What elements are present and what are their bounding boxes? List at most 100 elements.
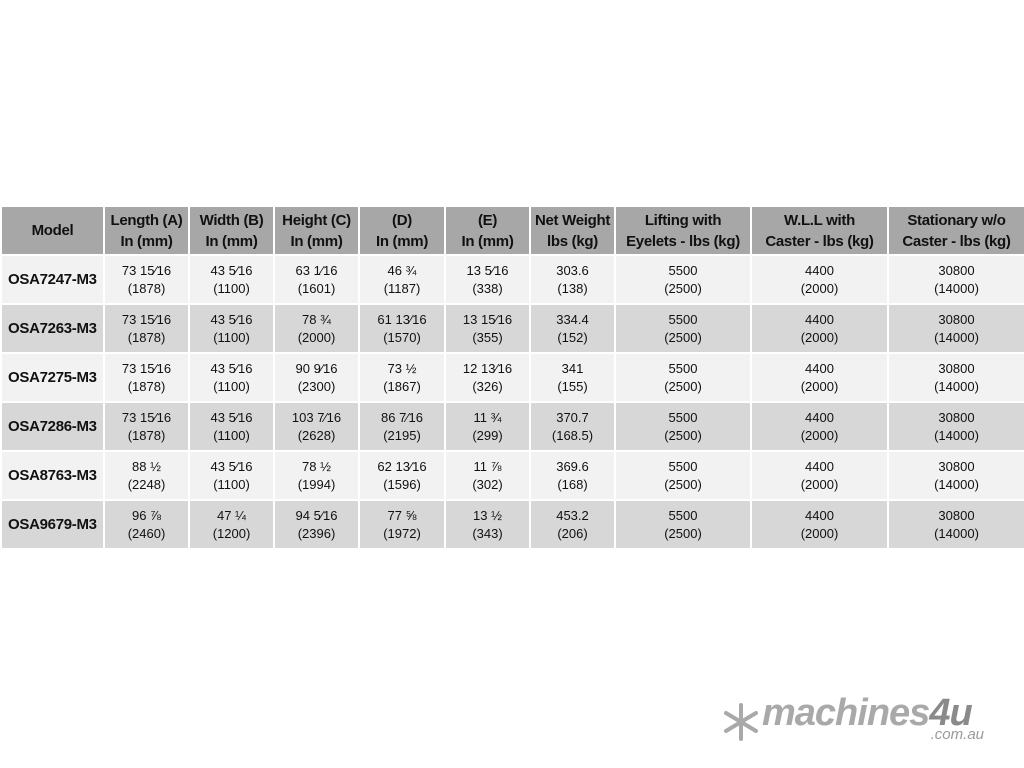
value-cell: 73 15⁄16 (1878) [103, 352, 190, 403]
metric-value: (1200) [212, 525, 251, 541]
value-cell: 5500 (2500) [614, 254, 752, 305]
metric-value: (152) [557, 329, 588, 345]
imperial-value: 4400 [805, 409, 834, 425]
imperial-value: 46 ¾ [387, 262, 417, 278]
value-cell: 453.2 (206) [529, 499, 616, 550]
metric-value: (2460) [127, 525, 166, 541]
value-cell: 30800 (14000) [887, 450, 1024, 501]
spec-table: Model Length (A) In (mm) Width (B) In (mm) He… [0, 205, 1024, 550]
header-text: lbs (kg) [547, 232, 598, 250]
imperial-value: 5500 [668, 360, 698, 376]
imperial-value: 4400 [805, 360, 834, 376]
value-cell: 43 5⁄16 (1100) [188, 401, 275, 452]
imperial-value: 43 5⁄16 [210, 262, 253, 278]
value-cell: 43 5⁄16 (1100) [188, 254, 275, 305]
metric-value: (155) [557, 378, 588, 394]
metric-value: (2500) [664, 525, 702, 541]
value-cell: 11 ⅞ (302) [444, 450, 531, 501]
imperial-value: 63 1⁄16 [295, 262, 338, 278]
imperial-value: 62 13⁄16 [377, 458, 427, 474]
imperial-value: 73 15⁄16 [121, 262, 172, 278]
metric-value: (2000) [800, 525, 839, 541]
metric-value: (2195) [383, 427, 421, 443]
header-text: Model [31, 222, 74, 239]
imperial-value: 77 ⅝ [387, 507, 417, 523]
value-cell: 5500 (2500) [614, 352, 752, 403]
imperial-value: 30800 [938, 409, 975, 425]
value-cell: 4400 (2000) [750, 254, 889, 305]
imperial-value: 30800 [938, 262, 975, 278]
imperial-value: 11 ¾ [473, 409, 502, 425]
value-cell: 78 ¾ (2000) [273, 303, 360, 354]
imperial-value: 5500 [668, 311, 698, 327]
imperial-value: 78 ½ [302, 458, 331, 474]
imperial-value: 4400 [805, 262, 834, 278]
metric-value: (2000) [800, 329, 839, 345]
value-cell: 13 15⁄16 (355) [444, 303, 531, 354]
imperial-value: 73 ½ [387, 360, 417, 376]
metric-value: (1570) [383, 329, 421, 345]
value-cell: 30800 (14000) [887, 254, 1024, 305]
metric-value: (2500) [664, 329, 702, 345]
imperial-value: 30800 [938, 458, 975, 474]
model-cell: OSA7263-M3 [0, 303, 105, 354]
table-row: OSA7275-M3 73 15⁄16 (1878) 43 5⁄16 (1100) 90 … [0, 352, 1024, 403]
imperial-value: 370.7 [556, 409, 589, 425]
value-cell: 13 ½ (343) [444, 499, 531, 550]
imperial-value: 12 13⁄16 [462, 360, 513, 376]
metric-value: (2000) [800, 476, 839, 492]
column-header: Height (C) In (mm) [273, 205, 360, 256]
value-cell: 73 15⁄16 (1878) [103, 303, 190, 354]
metric-value: (1100) [213, 280, 250, 296]
column-header: Lifting with Eyelets - lbs (kg) [614, 205, 752, 256]
header-text: Height (C) [282, 211, 351, 229]
imperial-value: 94 5⁄16 [295, 507, 338, 523]
value-cell: 369.6 (168) [529, 450, 616, 501]
value-cell: 5500 (2500) [614, 401, 752, 452]
table-row: OSA7263-M3 73 15⁄16 (1878) 43 5⁄16 (1100) 78 … [0, 303, 1024, 354]
metric-value: (1878) [127, 329, 166, 345]
value-cell: 11 ¾ (299) [444, 401, 531, 452]
header-text: Stationary w/o [907, 211, 1006, 229]
table-row: OSA7247-M3 73 15⁄16 (1878) 43 5⁄16 (1100) 63 … [0, 254, 1024, 305]
imperial-value: 13 15⁄16 [462, 311, 513, 327]
metric-value: (1878) [127, 427, 166, 443]
metric-value: (14000) [934, 476, 979, 492]
metric-value: (14000) [934, 427, 979, 443]
value-cell: 96 ⅞ (2460) [103, 499, 190, 550]
imperial-value: 43 5⁄16 [210, 458, 253, 474]
imperial-value: 43 5⁄16 [210, 360, 253, 376]
header-text: Net Weight [534, 211, 611, 229]
metric-value: (2248) [127, 476, 166, 492]
metric-value: (299) [472, 427, 503, 443]
header-text: Width (B) [199, 211, 264, 229]
column-header: Length (A) In (mm) [103, 205, 190, 256]
imperial-value: 341 [561, 360, 584, 376]
value-cell: 90 9⁄16 (2300) [273, 352, 360, 403]
metric-value: (2500) [664, 427, 702, 443]
value-cell: 341 (155) [529, 352, 616, 403]
metric-value: (14000) [934, 525, 979, 541]
metric-value: (1972) [383, 525, 421, 541]
imperial-value: 11 ⅞ [473, 458, 502, 474]
imperial-value: 96 ⅞ [132, 507, 161, 523]
logo-word: machines [762, 692, 930, 734]
value-cell: 43 5⁄16 (1100) [188, 352, 275, 403]
header-text: Caster - lbs (kg) [765, 232, 874, 250]
header-text: Caster - lbs (kg) [902, 232, 1011, 250]
metric-value: (338) [472, 280, 503, 296]
value-cell: 77 ⅝ (1972) [358, 499, 446, 550]
metric-value: (302) [472, 476, 503, 492]
model-cell: OSA8763-M3 [0, 450, 105, 501]
value-cell: 73 ½ (1867) [358, 352, 446, 403]
imperial-value: 73 15⁄16 [121, 409, 172, 425]
value-cell: 303.6 (138) [529, 254, 616, 305]
value-cell: 78 ½ (1994) [273, 450, 360, 501]
column-header: (E) In (mm) [444, 205, 531, 256]
metric-value: (14000) [934, 329, 979, 345]
model-cell: OSA9679-M3 [0, 499, 105, 550]
model-cell: OSA7286-M3 [0, 401, 105, 452]
imperial-value: 303.6 [556, 262, 589, 278]
metric-value: (2300) [297, 378, 336, 394]
metric-value: (168.5) [551, 427, 594, 443]
